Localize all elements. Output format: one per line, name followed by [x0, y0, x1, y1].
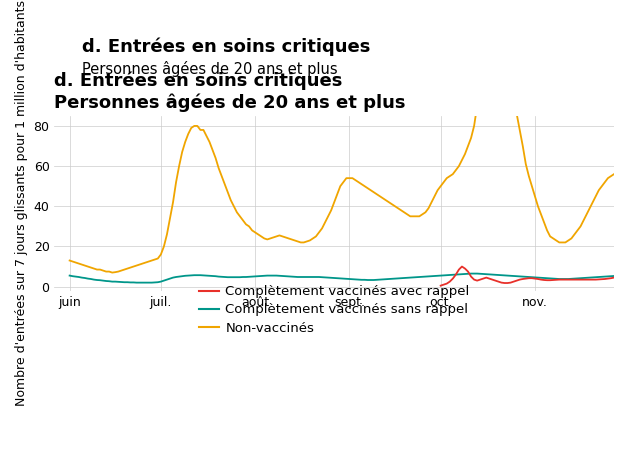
Text: d. Entrées en soins critiques
Personnes âgées de 20 ans et plus: d. Entrées en soins critiques Personnes …	[55, 72, 406, 111]
Text: d. Entrées en soins critiques: d. Entrées en soins critiques	[82, 38, 370, 56]
Text: Personnes âgées de 20 ans et plus: Personnes âgées de 20 ans et plus	[82, 61, 337, 77]
Legend: Complètement vaccinés avec rappel, Complètement vaccinés sans rappel, Non-vaccin: Complètement vaccinés avec rappel, Compl…	[194, 280, 475, 340]
Y-axis label: Nombre d'entrées sur 7 jours glissants pour 1 million d'habitants: Nombre d'entrées sur 7 jours glissants p…	[15, 0, 28, 406]
